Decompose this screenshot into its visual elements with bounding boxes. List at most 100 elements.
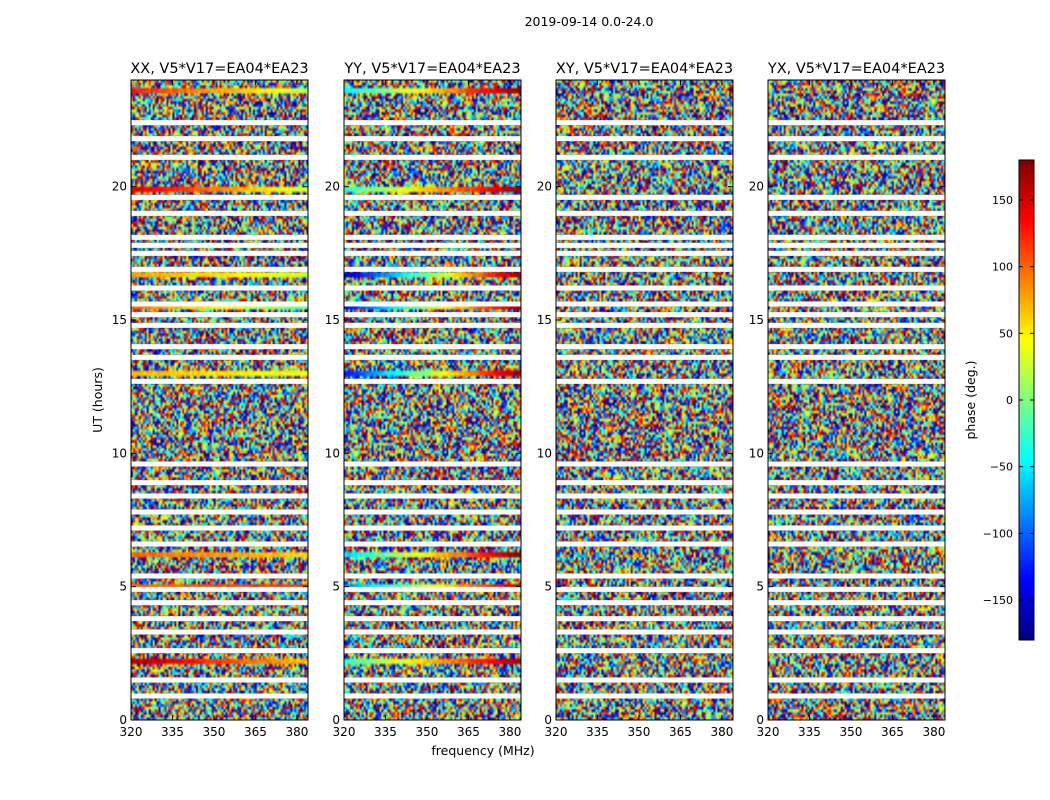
flagged-row xyxy=(131,194,308,200)
flagged-row xyxy=(556,194,733,200)
flagged-row xyxy=(131,266,308,272)
flagged-row xyxy=(131,354,308,360)
flagged-row xyxy=(344,322,521,328)
y-tick-label: 15 xyxy=(749,313,764,327)
flagged-row xyxy=(131,648,308,654)
flagged-row xyxy=(768,677,945,683)
flagged-row xyxy=(768,242,945,248)
flagged-row xyxy=(344,210,521,216)
flagged-row xyxy=(131,677,308,683)
flagged-row xyxy=(768,573,945,579)
x-tick-label: 335 xyxy=(586,725,609,739)
flagged-row xyxy=(344,600,521,606)
flagged-row xyxy=(131,573,308,579)
y-tick-label: 15 xyxy=(537,313,552,327)
flagged-row xyxy=(131,693,308,699)
flagged-row xyxy=(768,344,945,350)
heatmap-image xyxy=(768,80,945,720)
flagged-row xyxy=(768,285,945,291)
colorbar-tick-label: −150 xyxy=(983,594,1013,607)
colorbar-tick-label: 0 xyxy=(1006,394,1013,407)
flagged-row xyxy=(131,322,308,328)
flagged-row xyxy=(768,120,945,126)
flagged-row xyxy=(131,120,308,126)
y-tick-label: 0 xyxy=(544,713,552,727)
flagged-row xyxy=(556,693,733,699)
heatmap-image xyxy=(556,80,733,720)
flagged-row xyxy=(344,629,521,635)
flagged-row xyxy=(556,234,733,240)
flagged-row xyxy=(768,210,945,216)
flagged-row xyxy=(556,600,733,606)
y-tick-label: 10 xyxy=(325,446,340,460)
flagged-row xyxy=(344,250,521,256)
flagged-row xyxy=(556,266,733,272)
flagged-row xyxy=(131,586,308,592)
flagged-row xyxy=(344,354,521,360)
flagged-row xyxy=(131,136,308,142)
colorbar: 150 100 50 0 −50 −100 −150 xyxy=(983,159,1035,641)
flagged-row xyxy=(344,344,521,350)
flagged-row xyxy=(556,354,733,360)
y-tick-label: 20 xyxy=(537,180,552,194)
flagged-row xyxy=(344,648,521,654)
flagged-row xyxy=(344,378,521,384)
x-tick-label: 320 xyxy=(333,725,356,739)
panel-xy: XY, V5*V17=EA04*EA23 320 335 350 365 380 0 5 10 1… xyxy=(537,61,734,739)
panel-title: YX, V5*V17=EA04*EA23 xyxy=(767,61,945,77)
x-tick-label: 365 xyxy=(457,725,480,739)
flagged-row xyxy=(768,312,945,318)
x-tick-label: 380 xyxy=(710,725,733,739)
flagged-row xyxy=(344,493,521,499)
x-tick-label: 335 xyxy=(374,725,397,739)
flagged-row xyxy=(556,154,733,160)
heatmap-image xyxy=(344,80,521,720)
plot-frame xyxy=(555,79,734,721)
x-tick-label: 335 xyxy=(798,725,821,739)
flagged-row xyxy=(768,194,945,200)
y-tick-label: 15 xyxy=(112,313,127,327)
flagged-row xyxy=(344,266,521,272)
flagged-row xyxy=(556,301,733,307)
flagged-row xyxy=(556,648,733,654)
x-tick-label: 380 xyxy=(922,725,945,739)
flagged-row xyxy=(344,573,521,579)
flagged-row xyxy=(556,312,733,318)
flagged-row xyxy=(768,301,945,307)
flagged-row xyxy=(131,234,308,240)
flagged-row xyxy=(344,525,521,531)
flagged-row xyxy=(768,354,945,360)
panel-yx: YX, V5*V17=EA04*EA23 320 335 350 365 380 0 5 10 1… xyxy=(749,61,946,739)
x-tick-label: 350 xyxy=(840,725,863,739)
flagged-row xyxy=(768,234,945,240)
flagged-row xyxy=(344,242,521,248)
flagged-row xyxy=(768,266,945,272)
flagged-row xyxy=(556,322,733,328)
flagged-row xyxy=(344,301,521,307)
flagged-row xyxy=(556,242,733,248)
x-tick-label: 350 xyxy=(416,725,439,739)
flagged-row xyxy=(556,344,733,350)
y-tick-label: 15 xyxy=(325,313,340,327)
y-tick-label: 20 xyxy=(112,180,127,194)
flagged-row xyxy=(768,461,945,467)
figure-suptitle: 2019-09-14 0.0-24.0 xyxy=(525,14,654,29)
flagged-row xyxy=(344,616,521,622)
flagged-row xyxy=(768,616,945,622)
flagged-row xyxy=(131,480,308,486)
heatmap-image xyxy=(131,80,308,720)
y-tick-label: 0 xyxy=(119,713,127,727)
flagged-row xyxy=(768,493,945,499)
flagged-row xyxy=(344,461,521,467)
panel-yy: YY, V5*V17=EA04*EA23 320 335 350 365 380 0 5 10 1… xyxy=(325,61,522,739)
panel-title: YY, V5*V17=EA04*EA23 xyxy=(343,61,520,77)
flagged-row xyxy=(556,525,733,531)
flagged-row xyxy=(768,525,945,531)
y-tick-label: 20 xyxy=(749,180,764,194)
flagged-row xyxy=(131,493,308,499)
y-tick-label: 5 xyxy=(544,580,552,594)
flagged-row xyxy=(556,616,733,622)
x-axis-label: frequency (MHz) xyxy=(431,743,534,758)
flagged-row xyxy=(344,234,521,240)
flagged-row xyxy=(768,250,945,256)
